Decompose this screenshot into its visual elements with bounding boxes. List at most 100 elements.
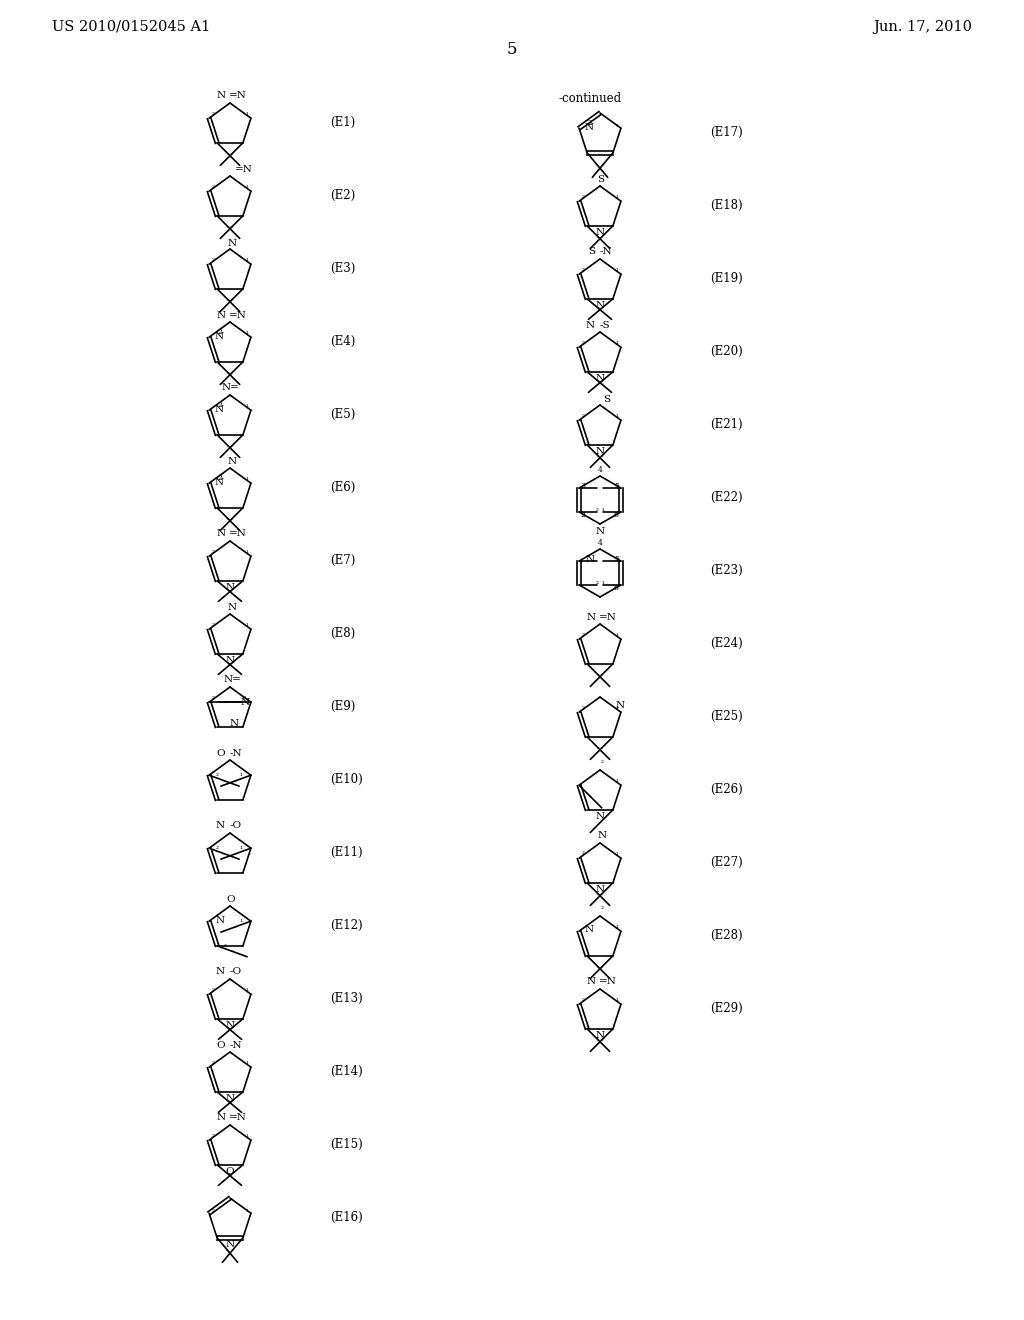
- Text: N: N: [225, 1022, 234, 1031]
- Text: (E5): (E5): [330, 408, 355, 421]
- Text: 2: 2: [581, 511, 586, 519]
- Text: 2: 2: [218, 401, 222, 409]
- Text: ¹: ¹: [615, 853, 618, 861]
- Text: N: N: [225, 1241, 234, 1249]
- Text: (E27): (E27): [710, 855, 742, 869]
- Text: N: N: [217, 1114, 226, 1122]
- Text: ¹: ¹: [246, 185, 249, 193]
- Text: ²: ²: [212, 1061, 215, 1069]
- Text: O: O: [216, 748, 225, 758]
- Text: O: O: [225, 1167, 234, 1176]
- Text: (E7): (E7): [330, 553, 355, 566]
- Text: =N: =N: [599, 978, 616, 986]
- Text: (E8): (E8): [330, 627, 355, 639]
- Text: =N: =N: [599, 612, 616, 622]
- Text: ²: ²: [582, 414, 585, 422]
- Text: ¹: ¹: [246, 259, 249, 267]
- Text: N: N: [214, 331, 223, 341]
- Text: -O: -O: [230, 821, 242, 830]
- Text: (E19): (E19): [710, 272, 742, 285]
- Text: ¹: ¹: [615, 124, 618, 132]
- Text: ²: ²: [216, 846, 218, 854]
- Text: 5: 5: [507, 41, 517, 58]
- Text: ¹: ¹: [240, 919, 243, 927]
- Text: ¹: ¹: [246, 1134, 249, 1142]
- Text: 2: 2: [218, 474, 222, 482]
- Text: N: N: [597, 832, 606, 841]
- Text: ¹: ¹: [615, 706, 618, 714]
- Text: (E29): (E29): [710, 1002, 742, 1015]
- Text: (E23): (E23): [710, 564, 742, 577]
- Text: ¹: ¹: [615, 998, 618, 1006]
- Text: N: N: [595, 301, 604, 310]
- Text: ¹: ¹: [244, 696, 247, 704]
- Text: ²: ²: [223, 944, 226, 952]
- Text: N: N: [587, 612, 596, 622]
- Text: ¹: ¹: [615, 414, 618, 422]
- Text: US 2010/0152045 A1: US 2010/0152045 A1: [52, 20, 210, 34]
- Text: 2: 2: [218, 329, 222, 337]
- Text: 6: 6: [613, 511, 618, 519]
- Text: ¹: ¹: [601, 581, 604, 589]
- Text: ¹: ¹: [246, 623, 249, 631]
- Text: 5: 5: [614, 482, 620, 490]
- Text: (E14): (E14): [330, 1064, 362, 1077]
- Text: 5: 5: [614, 554, 620, 564]
- Text: ²: ²: [596, 508, 599, 516]
- Text: N=: N=: [223, 676, 241, 685]
- Text: N: N: [584, 123, 593, 132]
- Text: N: N: [595, 447, 604, 457]
- Text: ¹: ¹: [615, 341, 618, 350]
- Text: =N: =N: [229, 91, 247, 100]
- Text: N: N: [584, 925, 593, 933]
- Text: N: N: [595, 228, 604, 238]
- Text: (E6): (E6): [330, 480, 355, 494]
- Text: O: O: [216, 1040, 225, 1049]
- Text: (E12): (E12): [330, 919, 362, 932]
- Text: N: N: [227, 239, 237, 248]
- Text: (E17): (E17): [710, 125, 742, 139]
- Text: ²: ²: [212, 550, 215, 558]
- Text: ¹: ¹: [246, 989, 249, 997]
- Text: ²: ²: [212, 185, 215, 193]
- Text: ¹: ¹: [246, 550, 249, 558]
- Text: N: N: [214, 478, 223, 487]
- Text: (E21): (E21): [710, 417, 742, 430]
- Text: (E13): (E13): [330, 991, 362, 1005]
- Text: ²: ²: [212, 989, 215, 997]
- Text: (E3): (E3): [330, 261, 355, 275]
- Text: ¹: ¹: [615, 925, 618, 933]
- Text: ²: ²: [212, 623, 215, 631]
- Text: ¹: ¹: [240, 774, 243, 781]
- Text: ²: ²: [212, 696, 215, 704]
- Text: ²: ²: [582, 195, 585, 203]
- Text: ²: ²: [596, 581, 599, 589]
- Text: =N: =N: [229, 529, 247, 539]
- Text: N: N: [215, 916, 224, 925]
- Text: S: S: [588, 248, 595, 256]
- Text: N: N: [241, 698, 250, 706]
- Text: ¹: ¹: [246, 1209, 249, 1217]
- Text: ¹: ¹: [615, 779, 618, 787]
- Text: ¹: ¹: [615, 268, 618, 276]
- Text: (E20): (E20): [710, 345, 742, 358]
- Text: (E26): (E26): [710, 783, 742, 796]
- Text: 4: 4: [598, 539, 602, 546]
- Text: (E15): (E15): [330, 1138, 362, 1151]
- Text: ²: ²: [212, 112, 215, 120]
- Text: N=: N=: [221, 384, 239, 392]
- Text: N: N: [216, 968, 225, 977]
- Text: N: N: [229, 719, 239, 729]
- Text: N: N: [595, 528, 604, 536]
- Text: N: N: [615, 701, 625, 710]
- Text: -N: -N: [230, 1040, 243, 1049]
- Text: (E10): (E10): [330, 772, 362, 785]
- Text: ²: ²: [212, 1209, 215, 1217]
- Text: -N: -N: [600, 248, 612, 256]
- Text: -continued: -continued: [558, 91, 622, 104]
- Text: Jun. 17, 2010: Jun. 17, 2010: [873, 20, 972, 34]
- Text: N: N: [217, 310, 226, 319]
- Text: (E4): (E4): [330, 334, 355, 347]
- Text: N: N: [214, 405, 223, 413]
- Text: N: N: [225, 1094, 234, 1104]
